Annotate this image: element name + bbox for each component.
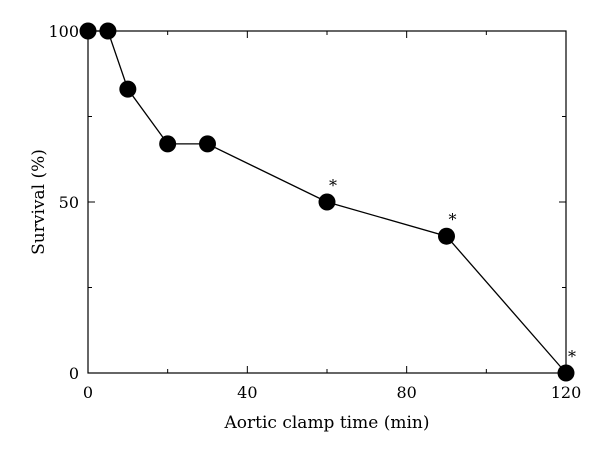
data-point	[557, 364, 575, 382]
x-tick-label-40: 40	[237, 383, 257, 402]
data-points	[79, 22, 575, 382]
data-point	[318, 193, 336, 211]
significance-marker: *	[568, 347, 576, 366]
x-axis-label: Aortic clamp time (min)	[224, 413, 430, 433]
data-point	[159, 135, 177, 153]
data-point	[99, 22, 117, 40]
y-tick-label-0: 0	[69, 364, 79, 383]
significance-marker: *	[449, 210, 457, 229]
y-tick-label-50: 50	[59, 193, 79, 212]
x-tick-label-120: 120	[551, 383, 582, 402]
data-point	[438, 227, 455, 245]
x-tick-label-80: 80	[396, 383, 416, 402]
data-point	[199, 135, 216, 153]
series-line	[88, 30, 567, 374]
y-tick-label-100: 100	[48, 22, 79, 41]
y-axis-label: Survival (%)	[29, 149, 49, 255]
axis-ticks	[87, 30, 567, 374]
data-point	[119, 80, 137, 98]
data-point	[79, 22, 97, 40]
significance-marker: *	[329, 176, 337, 195]
x-tick-label-0: 0	[83, 383, 93, 402]
tick-labels: 0 40 80 120 0 50 100	[48, 22, 581, 402]
annotations: * * *	[329, 176, 576, 366]
